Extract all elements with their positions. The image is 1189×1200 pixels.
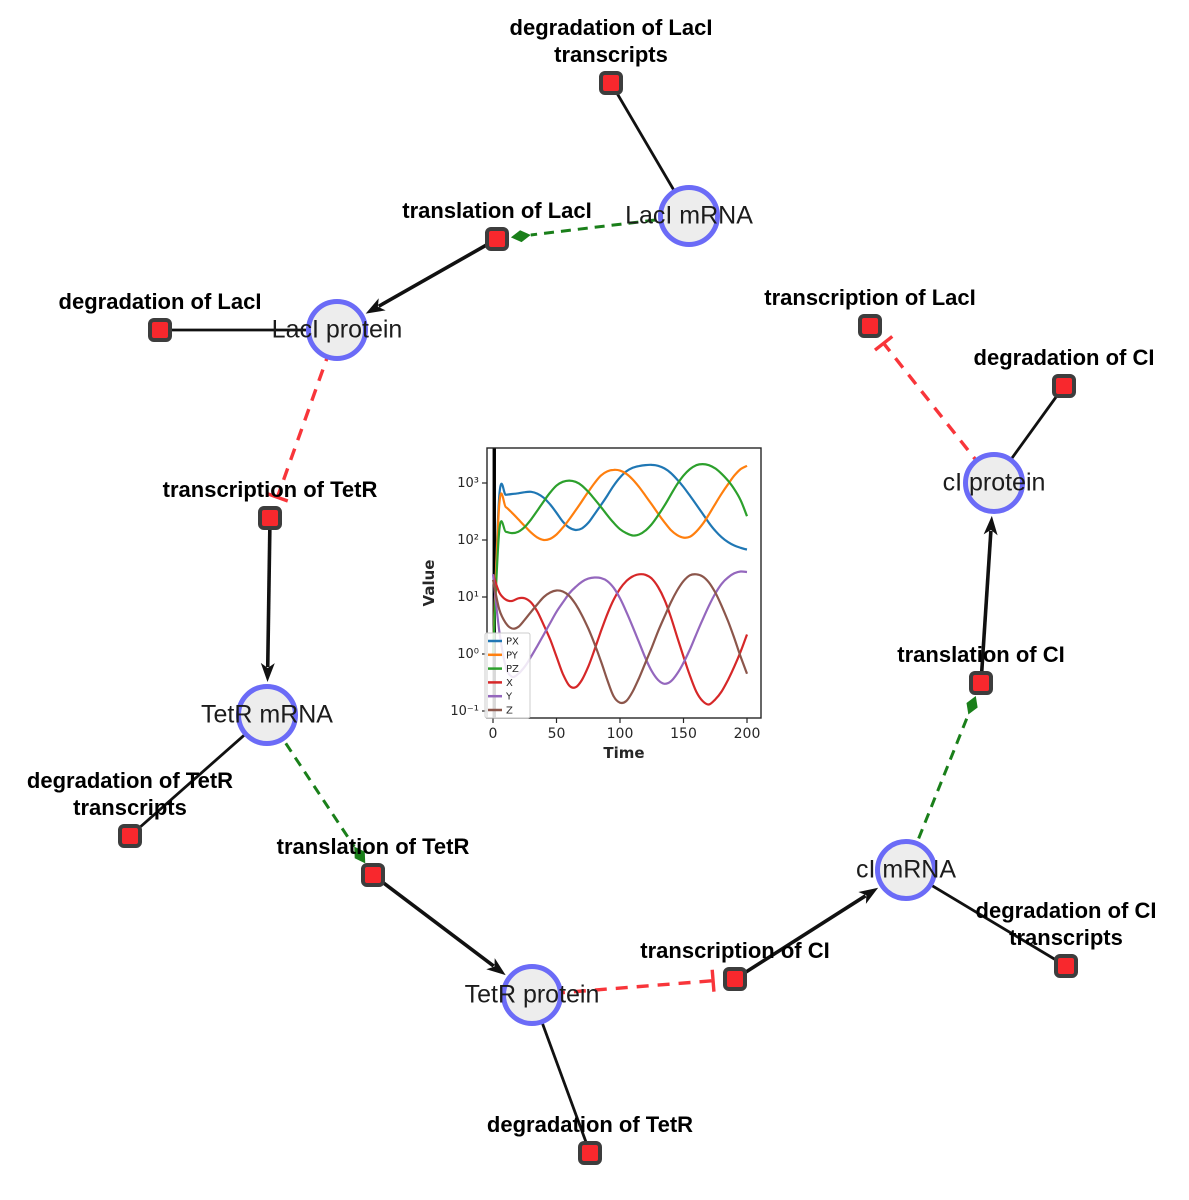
edge-transc_tetr-tetr_mrna bbox=[260, 517, 275, 683]
y-tick-label: 10⁰ bbox=[457, 647, 479, 662]
timecourse-plot: 10³ 10² 10¹ 10⁰ 10⁻¹ 0 50 100 150 200 Time Value PX P… bbox=[420, 436, 770, 766]
curves-group bbox=[491, 462, 749, 706]
edge-transc_ci-ci_mrna bbox=[734, 887, 879, 981]
legend-label-Y: Y bbox=[505, 692, 513, 703]
edge-ci_protein-transc_laci bbox=[873, 335, 996, 485]
edge-tetr_mrna-transl_tetr bbox=[265, 714, 366, 864]
x-tick-label: 200 bbox=[734, 726, 761, 742]
edge-ci_mrna-deg_ci_tx bbox=[905, 868, 1067, 968]
y-tick-label: 10² bbox=[457, 533, 479, 548]
edge-tetr_protein-deg_tetr bbox=[530, 994, 592, 1154]
edge-laci_mrna-transl_laci bbox=[510, 214, 690, 243]
series-PY-curve bbox=[491, 464, 748, 655]
edge-transl_laci-laci_protein bbox=[365, 237, 498, 314]
legend-label-PY: PY bbox=[506, 650, 519, 661]
series-PZ-curve bbox=[491, 462, 749, 655]
x-tick-label: 0 bbox=[489, 726, 498, 742]
legend-label-Z: Z bbox=[506, 706, 513, 717]
edge-tetr_protein-transc_ci bbox=[531, 969, 716, 997]
series-X-curve bbox=[491, 573, 749, 706]
x-tick-label: 150 bbox=[670, 726, 697, 742]
y-tick-label: 10³ bbox=[457, 476, 479, 491]
y-tick-label: 10⁻¹ bbox=[450, 704, 479, 719]
edge-ci_protein-deg_ci bbox=[992, 385, 1066, 484]
legend: PX PY PZ XYZ bbox=[484, 632, 531, 719]
edge-laci_protein-transc_tetr bbox=[266, 329, 339, 503]
y-tick-label: 10¹ bbox=[457, 590, 479, 605]
y-axis-label: Value bbox=[420, 560, 438, 607]
edge-tetr_mrna-deg_tetr_tx bbox=[129, 713, 268, 838]
series-Y-curve bbox=[491, 570, 748, 685]
x-tick-label: 100 bbox=[607, 726, 634, 742]
edge-ci_mrna-transl_ci bbox=[904, 695, 978, 871]
legend-label-X: X bbox=[506, 678, 513, 689]
plot-frame bbox=[486, 447, 762, 719]
edge-transl_ci-ci_protein bbox=[979, 515, 998, 684]
x-tick-label: 50 bbox=[548, 726, 566, 742]
x-axis-label: Time bbox=[603, 744, 644, 762]
series-Z-curve bbox=[491, 573, 749, 705]
edge-laci_mrna-deg_laci_tx bbox=[609, 82, 691, 217]
legend-label-PZ: PZ bbox=[506, 664, 519, 675]
edge-transl_tetr-tetr_protein bbox=[371, 873, 506, 976]
series-PX-curve bbox=[491, 463, 748, 655]
legend-label-PX: PX bbox=[506, 637, 519, 648]
